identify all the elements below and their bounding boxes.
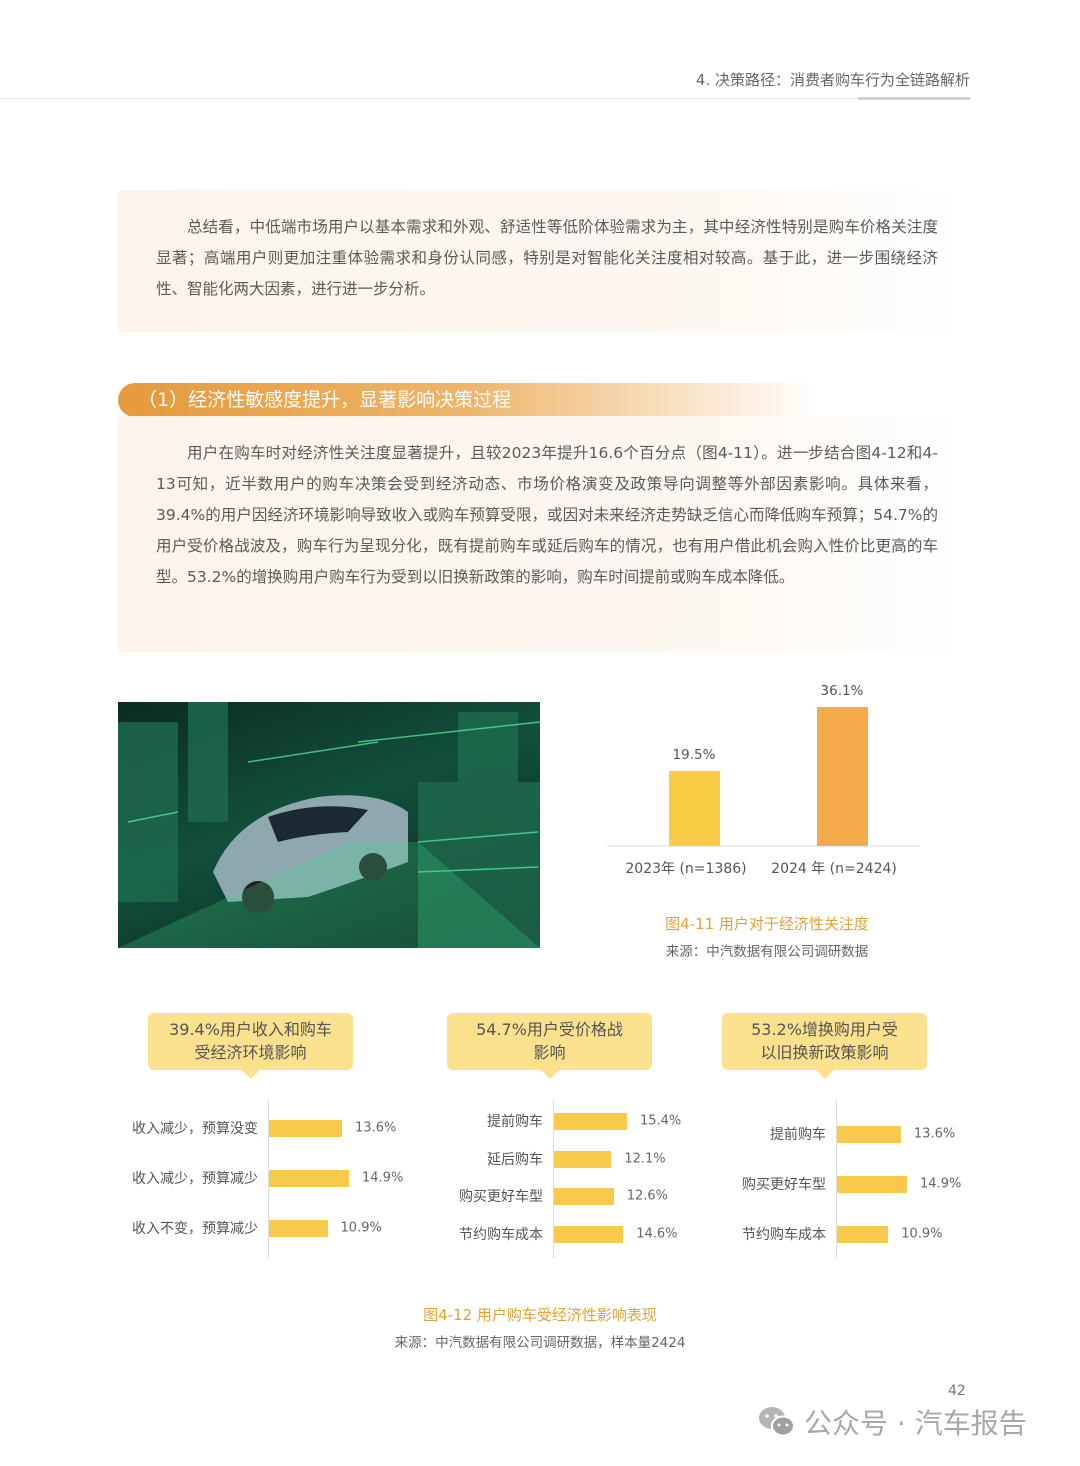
callout-2: 53.2%增换购用户受 以旧换新政策影响 xyxy=(722,1013,927,1079)
bar-category-label: 收入减少，预算减少 xyxy=(132,1171,258,1187)
callout-1: 54.7%用户受价格战 影响 xyxy=(447,1013,652,1079)
bar-1 xyxy=(817,707,868,846)
bar-value-label: 14.9% xyxy=(362,1170,404,1186)
bar-category-label: 收入不变，预算减少 xyxy=(132,1221,258,1237)
callout-line: 53.2%增换购用户受 xyxy=(751,1020,898,1039)
fig-4-11-caption: 图4-11 用户对于经济性关注度 xyxy=(665,915,869,933)
bar-value-label: 15.4% xyxy=(639,1113,682,1129)
bar-value-label: 19.5% xyxy=(672,746,716,763)
bar-category-label: 提前购车 xyxy=(487,1114,543,1130)
bar-category-label: 提前购车 xyxy=(770,1127,826,1143)
fig-4-11-chart xyxy=(607,707,920,847)
callout-line: 受经济环境影响 xyxy=(194,1043,307,1062)
bar xyxy=(269,1170,349,1187)
bar-category-label: 延后购车 xyxy=(487,1152,543,1168)
bar-value-label: 10.9% xyxy=(901,1226,943,1242)
bar xyxy=(269,1120,343,1137)
callout-line: 影响 xyxy=(533,1043,566,1062)
bar xyxy=(269,1220,328,1237)
callout-0: 39.4%用户收入和购车 受经济环境影响 xyxy=(148,1013,353,1079)
header-divider xyxy=(0,98,970,99)
header-accent-bar xyxy=(858,97,970,100)
running-header: 4. 决策路径：消费者购车行为全链路解析 xyxy=(695,71,970,89)
category-label: 2023年 (n=1386) xyxy=(625,861,747,877)
bar xyxy=(554,1151,612,1168)
fig-4-12-caption: 图4-12 用户购车受经济性影响表现 xyxy=(423,1306,657,1324)
bar-value-label: 13.6% xyxy=(913,1126,956,1142)
wechat-icon xyxy=(759,1407,795,1437)
bar xyxy=(554,1113,627,1130)
bar-category-label: 购买更好车型 xyxy=(742,1177,826,1193)
concept-car-image xyxy=(118,702,540,948)
axis-line xyxy=(268,1100,269,1258)
summary-paragraph: 总结看，中低端市场用户以基本需求和外观、舒适性等低阶体验需求为主，其中经济性特别… xyxy=(156,218,938,298)
page-number: 42 xyxy=(948,1383,966,1399)
bar-category-label: 节约购车成本 xyxy=(742,1227,826,1243)
bar-value-label: 13.6% xyxy=(355,1120,397,1136)
callout-line: 以旧换新政策影响 xyxy=(760,1043,889,1062)
bar xyxy=(837,1226,889,1243)
callout-line: 54.7%用户受价格战 xyxy=(476,1020,623,1039)
bar-value-label: 12.6% xyxy=(626,1188,669,1204)
bar-category-label: 收入减少，预算没变 xyxy=(132,1121,258,1137)
watermark: 公众号 · 汽车报告 xyxy=(758,1402,1027,1442)
bar xyxy=(837,1176,908,1193)
section-box: 用户在购车时对经济性关注度显著提升，且较2023年提升16.6个百分点（图4-1… xyxy=(118,416,968,652)
callout-line: 39.4%用户收入和购车 xyxy=(169,1020,332,1039)
fig-4-12-source: 来源：中汽数据有限公司调研数据，样本量2424 xyxy=(394,1335,686,1351)
bar xyxy=(554,1226,624,1243)
bar-value-label: 14.6% xyxy=(636,1226,678,1242)
bar-value-label: 12.1% xyxy=(624,1151,666,1167)
bar-value-label: 10.9% xyxy=(340,1220,382,1236)
bar xyxy=(837,1126,901,1143)
bar-0 xyxy=(669,770,720,846)
section-paragraph: 用户在购车时对经济性关注度显著提升，且较2023年提升16.6个百分点（图4-1… xyxy=(156,444,938,586)
watermark-text: 公众号 · 汽车报告 xyxy=(804,1407,1027,1440)
fig-4-11-source: 来源：中汽数据有限公司调研数据 xyxy=(665,944,869,960)
category-label: 2024 年 (n=2424) xyxy=(771,861,897,877)
summary-box: 总结看，中低端市场用户以基本需求和外观、舒适性等低阶体验需求为主，其中经济性特别… xyxy=(118,190,968,332)
bar-value-label: 36.1% xyxy=(820,683,864,699)
section-heading: （1）经济性敏感度提升，显著影响决策过程 xyxy=(118,383,818,417)
bar-category-label: 节约购车成本 xyxy=(459,1227,543,1243)
bar xyxy=(554,1188,614,1205)
axis-line xyxy=(553,1100,554,1258)
axis-line xyxy=(836,1100,837,1258)
bar-value-label: 14.9% xyxy=(920,1176,962,1192)
bar-category-label: 购买更好车型 xyxy=(459,1189,543,1205)
